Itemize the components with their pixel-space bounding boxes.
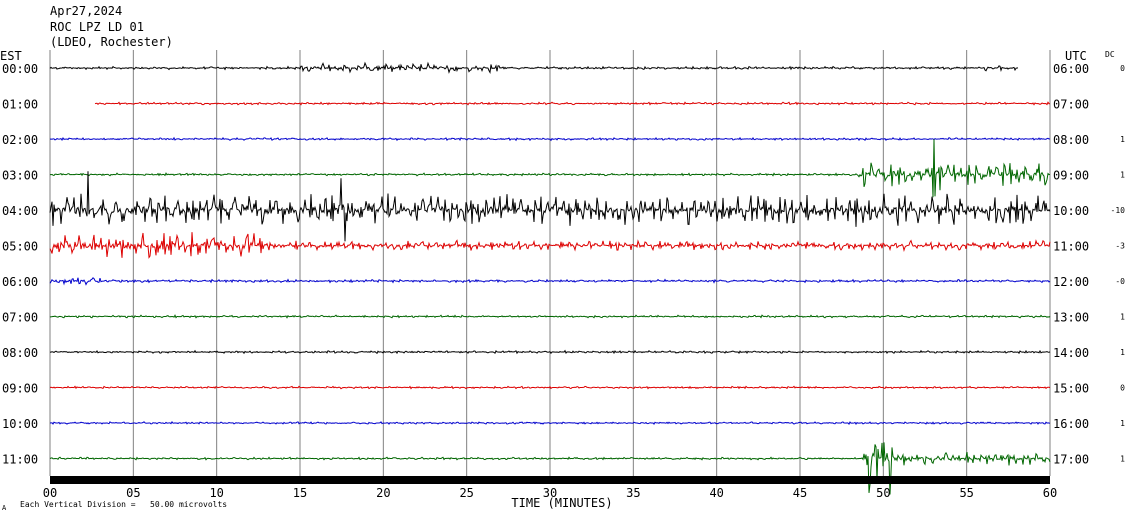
est-label-6: 06:00 (2, 275, 38, 289)
x-tick-25: 25 (459, 486, 473, 500)
x-tick-55: 55 (959, 486, 973, 500)
x-tick-05: 05 (126, 486, 140, 500)
est-label-7: 07:00 (2, 311, 38, 325)
x-tick-00: 00 (43, 486, 57, 500)
utc-label-0: 06:00 (1053, 62, 1089, 76)
utc-label-10: 16:00 (1053, 417, 1089, 431)
dc-value-7: 1 (1120, 313, 1125, 322)
dc-value-6: -0 (1115, 277, 1125, 286)
dc-value-0: 0 (1120, 64, 1125, 73)
chart-date: Apr27,2024 (50, 4, 122, 18)
dc-value-8: 1 (1120, 348, 1125, 357)
dc-value-5: -3 (1115, 242, 1125, 251)
utc-label-5: 11:00 (1053, 240, 1089, 254)
x-axis-bar (50, 476, 1050, 484)
dc-value-9: 0 (1120, 384, 1125, 393)
dc-value-10: 1 (1120, 419, 1125, 428)
dc-value-11: 1 (1120, 455, 1125, 464)
est-label-10: 10:00 (2, 417, 38, 431)
corner-mark: A (2, 504, 7, 512)
utc-label-4: 10:00 (1053, 204, 1089, 218)
x-tick-35: 35 (626, 486, 640, 500)
utc-label-1: 07:00 (1053, 98, 1089, 112)
x-tick-60: 60 (1043, 486, 1057, 500)
est-label-11: 11:00 (2, 453, 38, 467)
trace-0700 (49, 314, 1051, 319)
trace-1000 (49, 421, 1051, 426)
est-label-8: 08:00 (2, 346, 38, 360)
trace-1100 (49, 442, 1051, 495)
trace-0800 (50, 349, 1051, 355)
utc-label-3: 09:00 (1053, 169, 1089, 183)
trace-group (49, 61, 1051, 495)
dc-value-3: 1 (1120, 171, 1125, 180)
est-label-1: 01:00 (2, 98, 38, 112)
dc-label: DC (1105, 50, 1115, 59)
trace-0300 (49, 139, 1051, 198)
utc-label-7: 13:00 (1053, 311, 1089, 325)
trace-0900 (49, 385, 1051, 390)
x-tick-20: 20 (376, 486, 390, 500)
trace-0500 (49, 232, 1051, 259)
trace-0600 (49, 277, 1051, 286)
est-label-5: 05:00 (2, 240, 38, 254)
dc-value-4: -10 (1111, 206, 1126, 215)
trace-0100 (94, 101, 1050, 106)
est-label-3: 03:00 (2, 169, 38, 183)
est-label-2: 02:00 (2, 133, 38, 147)
grid-lines (49, 50, 1051, 476)
right-axis-label: UTC (1065, 49, 1087, 63)
trace-0400 (49, 171, 1051, 242)
utc-label-11: 17:00 (1053, 453, 1089, 467)
x-axis-title: TIME (MINUTES) (511, 496, 612, 510)
x-tick-15: 15 (293, 486, 307, 500)
utc-label-2: 08:00 (1053, 133, 1089, 147)
left-axis-label: EST (0, 49, 22, 63)
utc-label-8: 14:00 (1053, 346, 1089, 360)
dc-value-2: 1 (1120, 135, 1125, 144)
chart-station: ROC LPZ LD 01 (50, 20, 144, 34)
row-labels: 00:00 06:00 0 01:00 07:00 02:00 08:00 1 03:00 09:… (2, 62, 1125, 467)
trace-0200 (49, 136, 1051, 142)
est-label-4: 04:00 (2, 204, 38, 218)
x-tick-labels: 00 05 10 15 20 25 30 35 40 45 50 55 60 (43, 486, 1057, 500)
scale-note: Each Vertical Division = 50.00 microvolt… (20, 500, 227, 509)
x-tick-10: 10 (209, 486, 223, 500)
x-tick-45: 45 (793, 486, 807, 500)
utc-label-6: 12:00 (1053, 275, 1089, 289)
utc-label-9: 15:00 (1053, 382, 1089, 396)
trace-0000 (49, 61, 1019, 74)
x-tick-50: 50 (876, 486, 890, 500)
x-tick-30: 30 (543, 486, 557, 500)
chart-network: (LDEO, Rochester) (50, 35, 173, 49)
est-label-9: 09:00 (2, 382, 38, 396)
x-tick-40: 40 (709, 486, 723, 500)
est-label-0: 00:00 (2, 62, 38, 76)
